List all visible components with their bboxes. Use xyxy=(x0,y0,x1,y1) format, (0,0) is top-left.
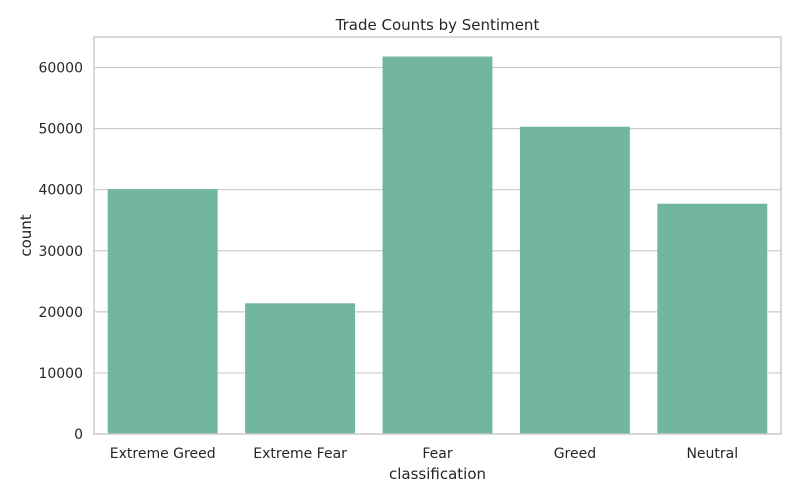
y-tick-label: 60000 xyxy=(38,61,83,77)
y-tick-label: 30000 xyxy=(38,244,83,260)
x-tick-label: Greed xyxy=(554,446,596,462)
y-tick-label: 50000 xyxy=(38,122,83,138)
bars xyxy=(107,56,768,434)
y-tick-label: 20000 xyxy=(38,305,83,321)
bar-neutral xyxy=(657,203,768,434)
x-axis-label: classification xyxy=(389,465,486,483)
bar-extreme-greed xyxy=(107,189,218,434)
y-tick-label: 40000 xyxy=(38,183,83,199)
x-tick-labels: Extreme Greed Extreme Fear Fear Greed Neutra… xyxy=(110,446,738,462)
y-axis-label: count xyxy=(17,214,35,256)
bar-extreme-fear xyxy=(245,303,356,434)
bar-greed xyxy=(519,126,630,434)
bar-fear xyxy=(382,56,493,434)
plot-frame xyxy=(93,36,782,435)
x-tick-label: Neutral xyxy=(686,446,738,462)
x-tick-label: Extreme Greed xyxy=(110,446,216,462)
x-tick-label: Fear xyxy=(422,446,452,462)
y-tick-label: 10000 xyxy=(38,366,83,382)
y-tick-label: 0 xyxy=(74,427,83,443)
x-tick-label: Extreme Fear xyxy=(253,446,347,462)
y-tick-labels: 0 10000 20000 30000 40000 50000 60000 xyxy=(38,61,83,443)
chart-title: Trade Counts by Sentiment xyxy=(335,16,540,34)
